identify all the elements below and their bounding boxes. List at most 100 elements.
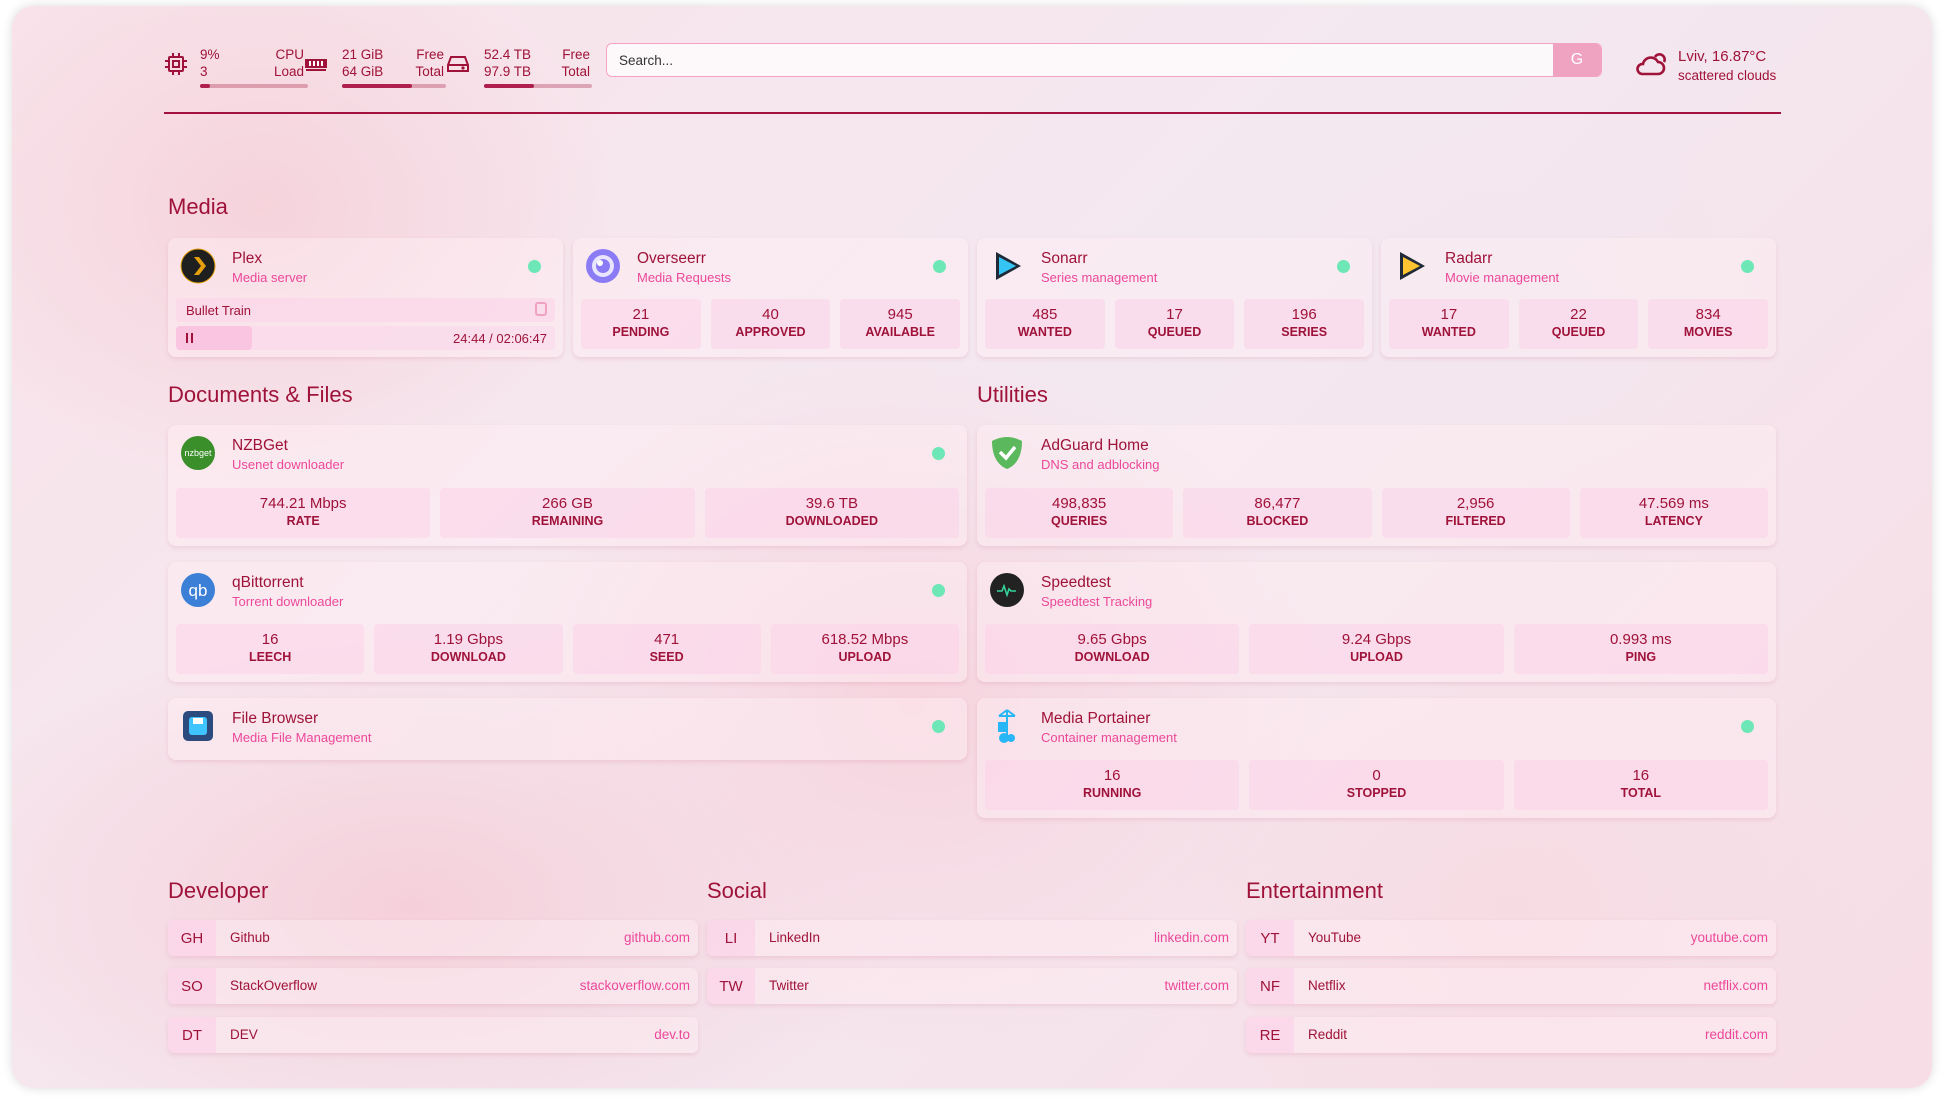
service-card-radarr[interactable]: Radarr Movie management 17 WANTED 22 QUEUED 83… [1381, 238, 1776, 357]
service-name: AdGuard Home [1041, 437, 1149, 454]
bookmark-name: Reddit [1308, 1027, 1348, 1042]
stat-label: FILTERED [1445, 514, 1506, 528]
service-card-overseerr[interactable]: Overseerr Media Requests 21 PENDING 40 APPROV… [573, 238, 968, 357]
portainer-crane-icon [989, 708, 1025, 744]
sonarr-logo-icon [989, 248, 1025, 284]
stat-value: 40 [762, 306, 779, 323]
stat-block: 22 QUEUED [1518, 299, 1639, 349]
service-description: Speedtest Tracking [1041, 594, 1153, 609]
search-input[interactable] [607, 44, 1547, 76]
adguard-shield-icon [989, 435, 1025, 471]
stat-value: 22 [1570, 306, 1587, 323]
bookmark-url[interactable]: linkedin.com [1153, 930, 1229, 945]
service-description: Torrent downloader [232, 594, 344, 609]
service-card-media-portainer[interactable]: Media Portainer Container management 16 RUN… [977, 698, 1776, 818]
service-stats: 485 WANTED 17 QUEUED 196 SERIES [985, 299, 1365, 349]
bookmark-url[interactable]: reddit.com [1704, 1027, 1768, 1042]
bookmark-url[interactable]: stackoverflow.com [579, 978, 690, 993]
stat-value: 744.21 Mbps [259, 495, 347, 512]
service-card-plex[interactable]: Plex Media server Bullet Train 24:44 / 02:0… [168, 238, 563, 357]
stat-value: 9.65 Gbps [1077, 631, 1147, 648]
service-name: File Browser [232, 710, 319, 727]
section-title: Entertainment [1246, 878, 1383, 903]
service-description: Media server [232, 270, 308, 285]
stat-block: 945 AVAILABLE [840, 299, 961, 349]
bookmark-abbr: RE [1246, 1017, 1294, 1053]
bookmark-url[interactable]: twitter.com [1164, 978, 1229, 993]
bookmark-url[interactable]: dev.to [654, 1027, 690, 1042]
search-box: G [606, 43, 1602, 77]
service-card-nzbget[interactable]: nzbget NZBGet Usenet downloader 744.21 Mbps… [168, 425, 967, 546]
cpu-icon [165, 53, 187, 75]
speedtest-pulse-icon [989, 572, 1025, 608]
bookmark-name: Github [230, 930, 270, 945]
stat-value: 618.52 Mbps [821, 631, 909, 648]
service-stats: 498,835 QUERIES 86,477 BLOCKED 2,956 FILTERED… [985, 488, 1768, 538]
memory-sub: 64 GiB [342, 64, 384, 79]
search-button[interactable]: G [1553, 44, 1601, 76]
status-indicator [932, 447, 945, 460]
status-indicator [933, 260, 946, 273]
service-card-qbittorrent[interactable]: qb qBittorrent Torrent downloader 16 LEECH 1.… [168, 562, 967, 682]
stream-info-icon[interactable] [535, 302, 547, 316]
stat-block: 39.6 TB DOWNLOADED [704, 488, 959, 538]
stat-block: 17 WANTED [1389, 299, 1509, 349]
stat-value: 17 [1166, 306, 1183, 323]
stat-block: 9.65 Gbps DOWNLOAD [985, 624, 1240, 674]
stat-block: 2,956 FILTERED [1381, 488, 1570, 538]
bookmark-name: StackOverflow [230, 978, 318, 993]
bookmark-name: LinkedIn [769, 930, 821, 945]
status-indicator [528, 260, 541, 273]
service-stats: 744.21 Mbps RATE 266 GB REMAINING 39.6 TB DOW… [176, 488, 959, 538]
stat-label: LEECH [248, 650, 292, 664]
stat-block: 266 GB REMAINING [440, 488, 695, 538]
service-stats: 9.65 Gbps DOWNLOAD 9.24 Gbps UPLOAD 0.993 ms… [985, 624, 1768, 674]
bookmark-reddit[interactable]: RE Reddit reddit.com [1246, 1017, 1776, 1053]
service-card-adguard-home[interactable]: AdGuard Home DNS and adblocking 498,835 QUE… [977, 425, 1776, 546]
stat-label: DOWNLOADED [785, 514, 878, 528]
stat-value: 471 [654, 631, 680, 648]
plex-logo-icon [180, 248, 216, 284]
service-stats: 16 RUNNING 0 STOPPED 16 TOTAL [985, 760, 1768, 810]
weather-condition: scattered clouds [1678, 68, 1777, 83]
cpu-value: 9% [200, 47, 220, 62]
memory-icon [305, 59, 327, 71]
stat-value: 834 [1695, 306, 1721, 323]
bookmark-stackoverflow[interactable]: SO StackOverflow stackoverflow.com [168, 968, 698, 1004]
bookmark-url[interactable]: github.com [623, 930, 690, 945]
stat-block: 16 TOTAL [1513, 760, 1768, 810]
section-title: Utilities [977, 382, 1048, 407]
service-name: NZBGet [232, 437, 288, 454]
status-indicator [932, 584, 945, 597]
stat-label: PING [1625, 650, 1657, 664]
stat-label: QUEUED [1147, 325, 1202, 339]
service-card-speedtest[interactable]: Speedtest Speedtest Tracking 9.65 Gbps DOWN… [977, 562, 1776, 682]
stat-label: DOWNLOAD [430, 650, 506, 664]
service-description: Movie management [1445, 270, 1560, 285]
service-card-sonarr[interactable]: Sonarr Series management 485 WANTED 17 QUEUED… [977, 238, 1372, 357]
service-card-file-browser[interactable]: File Browser Media File Management [168, 698, 967, 760]
bookmark-url[interactable]: netflix.com [1703, 978, 1768, 993]
service-stats: 21 PENDING 40 APPROVED 945 AVAILABLE [581, 299, 961, 349]
service-name: Sonarr [1041, 250, 1088, 267]
service-name: Overseerr [637, 250, 706, 267]
bookmark-github[interactable]: GH Github github.com [168, 920, 698, 956]
status-indicator [1337, 260, 1350, 273]
bookmark-youtube[interactable]: YT YouTube youtube.com [1246, 920, 1776, 956]
stat-block: 16 RUNNING [985, 760, 1240, 810]
bookmark-url[interactable]: youtube.com [1690, 930, 1768, 945]
disk-label2: Total [561, 64, 590, 79]
bookmark-linkedin[interactable]: LI LinkedIn linkedin.com [707, 920, 1237, 956]
stat-label: APPROVED [735, 325, 806, 339]
stat-label: SEED [649, 650, 684, 664]
stat-label: PENDING [612, 325, 670, 339]
bookmark-netflix[interactable]: NF Netflix netflix.com [1246, 968, 1776, 1004]
bookmark-dev[interactable]: DT DEV dev.to [168, 1017, 698, 1053]
section-title: Social [707, 878, 767, 903]
stat-value: 196 [1291, 306, 1317, 323]
bookmark-abbr: SO [168, 968, 216, 1004]
stat-block: 196 SERIES [1244, 299, 1365, 349]
pause-icon[interactable] [186, 333, 193, 343]
bookmark-twitter[interactable]: TW Twitter twitter.com [707, 968, 1237, 1004]
stat-value: 17 [1440, 306, 1458, 323]
